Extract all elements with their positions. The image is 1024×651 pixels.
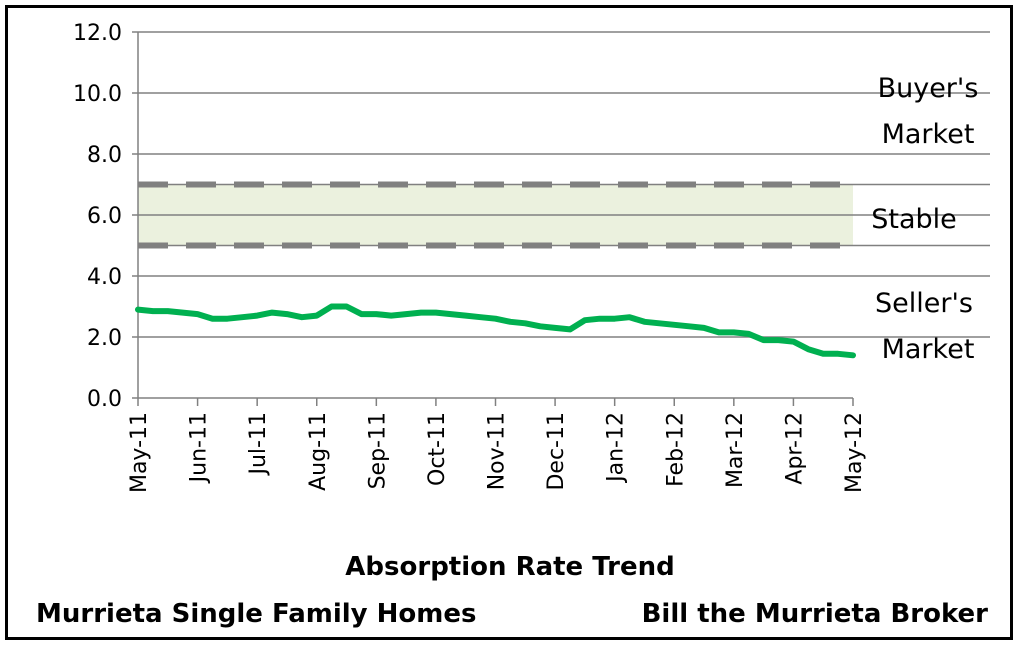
chart-frame	[5, 5, 1013, 640]
x-tick-label: Aug-11	[306, 412, 331, 491]
x-tick-label: Feb-12	[663, 412, 688, 487]
x-tick-label: May-12	[842, 412, 867, 493]
y-tick-label: 0.0	[87, 387, 122, 412]
subtitle-right: Bill the Murrieta Broker	[642, 599, 989, 629]
y-tick-label: 12.0	[73, 21, 122, 46]
x-tick-label: Nov-11	[485, 412, 510, 490]
subtitle-left: Murrieta Single Family Homes	[36, 599, 476, 629]
absorption-rate-line	[135, 303, 856, 359]
x-tick-label: Mar-12	[723, 412, 748, 488]
y-tick-label: 10.0	[73, 82, 122, 107]
x-tick-label: Apr-12	[782, 412, 807, 485]
zone-label-buyers-line1: Buyer's	[878, 73, 979, 104]
zone-label-stable: Stable	[871, 204, 957, 235]
x-tick-label: Jul-11	[246, 412, 271, 476]
x-tick-label: Oct-11	[425, 412, 450, 486]
y-tick-label: 4.0	[87, 265, 122, 290]
zone-label-buyers-line2: Market	[882, 119, 975, 150]
x-tick-label: Dec-11	[544, 412, 569, 491]
chart-title: Absorption Rate Trend	[345, 552, 674, 582]
x-tick-label: Jun-11	[187, 412, 212, 484]
x-tick-label: Sep-11	[365, 412, 390, 489]
y-tick-label: 8.0	[87, 143, 122, 168]
zone-label-sellers-line2: Market	[882, 334, 975, 365]
zone-label-sellers-line1: Seller's	[875, 288, 973, 319]
y-tick-label: 2.0	[87, 326, 122, 351]
y-tick-label: 6.0	[87, 204, 122, 229]
x-tick-label: Jan-12	[604, 412, 629, 484]
x-tick-label: May-11	[127, 412, 152, 493]
